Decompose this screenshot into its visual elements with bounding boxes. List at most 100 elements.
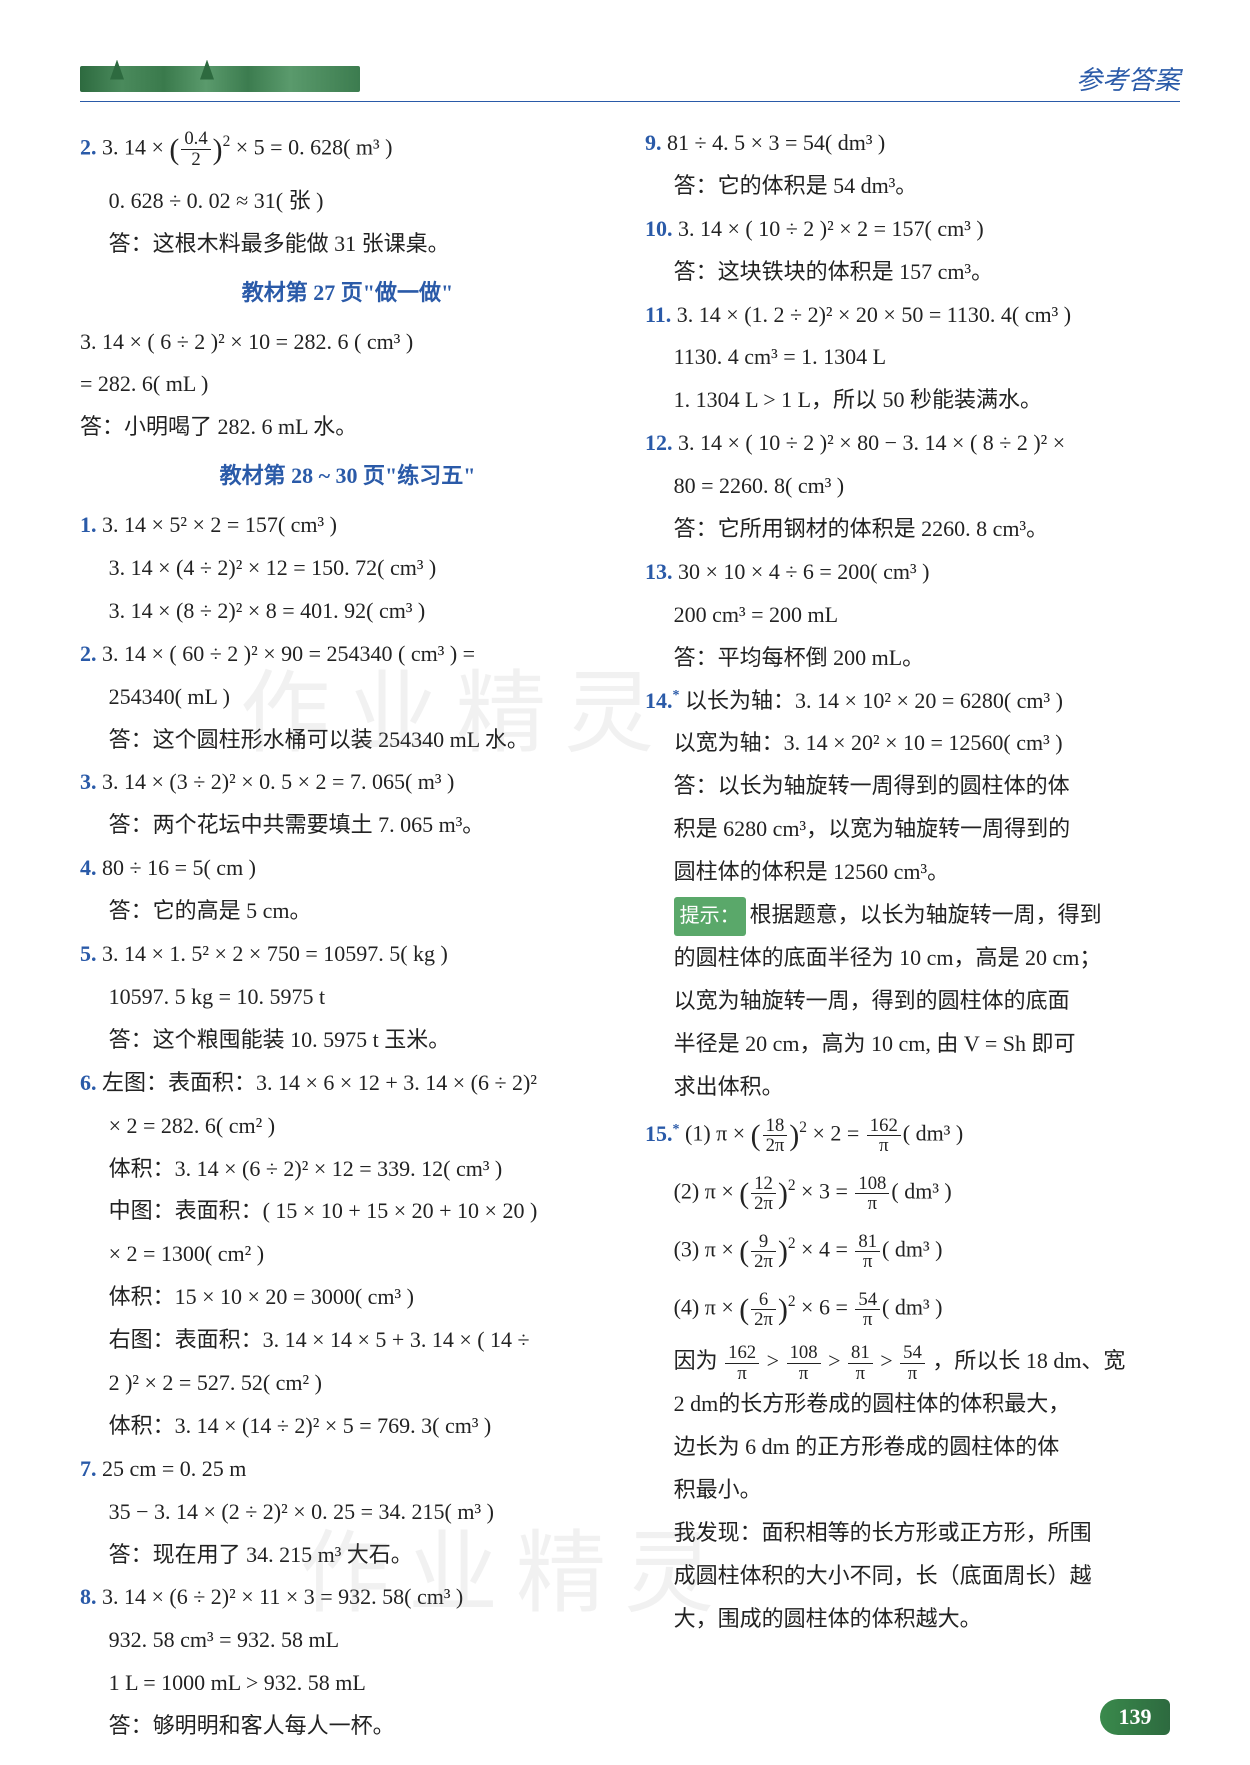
frac-bot: π [725,1364,759,1384]
q7-number: 7. [80,1456,97,1481]
frac-bot: π [867,1136,901,1156]
text: 3. 14 × 5² × 2 = 157( cm³ ) [102,512,337,537]
text: × 2 = [807,1121,865,1146]
q11-l2: 1130. 4 cm³ = 1. 1304 L [645,336,1180,379]
text: ( dm³ ) [891,1179,951,1204]
frac-top: 54 [855,1290,880,1311]
q2b-l2: 254340( mL ) [80,676,615,719]
q11-number: 11. [645,302,671,327]
hint-badge: 提示： [674,897,746,936]
q5-number: 5. [80,941,97,966]
q15-l12: 大，围成的圆柱体的体积越大。 [645,1598,1180,1641]
q6-l1: 6. 左图：表面积：3. 14 × 6 × 12 + 3. 14 × (6 ÷ … [80,1062,615,1105]
q7-l1: 7. 25 cm = 0. 25 m [80,1448,615,1491]
q7-ans: 答：现在用了 34. 215 m³ 大石。 [80,1534,615,1577]
text: 3. 14 × [102,135,169,160]
text: ，所以长 18 dm、宽 [932,1348,1125,1373]
q9-ans: 答：它的体积是 54 dm³。 [645,165,1180,208]
q8-l2: 932. 58 cm³ = 932. 58 mL [80,1619,615,1662]
q8-number: 8. [80,1584,97,1609]
q12-l2: 80 = 2260. 8( cm³ ) [645,465,1180,508]
q15-l11: 成圆柱体积的大小不同，长（底面周长）越 [645,1555,1180,1598]
text: 3. 14 × ( 10 ÷ 2 )² × 2 = 157( cm³ ) [678,216,984,241]
frac-bot: 2π [763,1136,788,1156]
q13-ans: 答：平均每杯倒 200 mL。 [645,637,1180,680]
q4-l1: 4. 80 ÷ 16 = 5( cm ) [80,847,615,890]
frac-bot: 2π [751,1310,776,1330]
q15-p2: (2) π × (122π)2 × 3 = 108π( dm³ ) [645,1166,1180,1224]
frac-top: 18 [763,1116,788,1137]
q5-ans: 答：这个粮囤能装 10. 5975 t 玉米。 [80,1019,615,1062]
q14-l3: 答：以长为轴旋转一周得到的圆柱体的体 [645,765,1180,808]
text: 3. 14 × ( 60 ÷ 2 )² × 90 = 254340 ( cm³ … [102,641,475,666]
frac-bot: 2π [751,1252,776,1272]
q10-l1: 10. 3. 14 × ( 10 ÷ 2 )² × 2 = 157( cm³ ) [645,208,1180,251]
frac-bot: 2 [181,150,210,170]
frac-bot: π [848,1364,873,1384]
frac-top: 81 [848,1343,873,1364]
q6-l4: 中图：表面积：( 15 × 10 + 15 × 20 + 10 × 20 ) [80,1190,615,1233]
q6-l5: × 2 = 1300( cm² ) [80,1233,615,1276]
q5-l1: 5. 3. 14 × 1. 5² × 2 × 750 = 10597. 5( k… [80,933,615,976]
q11-l3: 1. 1304 L > 1 L，所以 50 秒能装满水。 [645,379,1180,422]
q1-l2: 3. 14 × (4 ÷ 2)² × 12 = 150. 72( cm³ ) [80,547,615,590]
q8-l3: 1 L = 1000 mL > 932. 58 mL [80,1662,615,1705]
frac-bot: π [855,1194,889,1214]
frac-bot: π [900,1364,925,1384]
q14-h5: 求出体积。 [645,1066,1180,1109]
q12-ans: 答：它所用钢材的体积是 2260. 8 cm³。 [645,508,1180,551]
text: 因为 [674,1348,724,1373]
q4-number: 4. [80,855,97,880]
q3-l1: 3. 3. 14 × (3 ÷ 2)² × 0. 5 × 2 = 7. 065(… [80,761,615,804]
q1-number: 1. [80,512,97,537]
q6-l8: 2 )² × 2 = 527. 52( cm² ) [80,1362,615,1405]
q14-h3: 以宽为轴旋转一周，得到的圆柱体的底面 [645,980,1180,1023]
section-title-27: 教材第 27 页"做一做" [80,272,615,315]
q12-number: 12. [645,430,673,455]
q2-number: 2. [80,135,97,160]
q5-l2: 10597. 5 kg = 10. 5975 t [80,976,615,1019]
q11-l1: 11. 3. 14 × (1. 2 ÷ 2)² × 20 × 50 = 1130… [645,294,1180,337]
frac-bot: π [787,1364,821,1384]
q2-answer: 答：这根木料最多能做 31 张课桌。 [80,223,615,266]
text: ( dm³ ) [882,1237,942,1262]
q6-l6: 体积：15 × 10 × 20 = 3000( cm³ ) [80,1276,615,1319]
frac-bot: π [855,1310,880,1330]
left-column: 2. 3. 14 × (0.42)2 × 5 = 0. 628( m³ ) 0.… [80,122,615,1748]
q14-l1: 14. 以长为轴：3. 14 × 10² × 20 = 6280( cm³ ) [645,680,1180,723]
page-number-badge: 139 [1100,1699,1170,1735]
q14-l5: 圆柱体的体积是 12560 cm³。 [645,851,1180,894]
q14-l2: 以宽为轴：3. 14 × 20² × 10 = 12560( cm³ ) [645,722,1180,765]
q15-number: 15. [645,1121,680,1146]
text: > [828,1348,846,1373]
frac-top: 162 [867,1116,901,1137]
text: ( dm³ ) [903,1121,963,1146]
q8-l1: 8. 3. 14 × (6 ÷ 2)² × 11 × 3 = 932. 58( … [80,1576,615,1619]
q15-l8: 边长为 6 dm 的正方形卷成的圆柱体的体 [645,1426,1180,1469]
frac-bot: 2π [751,1194,776,1214]
right-column: 9. 81 ÷ 4. 5 × 3 = 54( dm³ ) 答：它的体积是 54 … [645,122,1180,1748]
q15-l9: 积最小。 [645,1469,1180,1512]
q10-ans: 答：这块铁块的体积是 157 cm³。 [645,251,1180,294]
q15-p4: (4) π × (62π)2 × 6 = 54π( dm³ ) [645,1282,1180,1340]
q13-number: 13. [645,559,673,584]
s27-l1: 3. 14 × ( 6 ÷ 2 )² × 10 = 282. 6 ( cm³ ) [80,321,615,364]
header-bar: 参考答案 [80,60,1180,102]
content-columns: 2. 3. 14 × (0.42)2 × 5 = 0. 628( m³ ) 0.… [80,122,1180,1748]
q4-ans: 答：它的高是 5 cm。 [80,890,615,933]
text: × 5 = 0. 628( m³ ) [230,135,392,160]
q3-number: 3. [80,769,97,794]
q12-l1: 12. 3. 14 × ( 10 ÷ 2 )² × 80 − 3. 14 × (… [645,422,1180,465]
header-title: 参考答案 [1076,60,1180,97]
frac-top: 6 [751,1290,776,1311]
q14-h4: 半径是 20 cm，高为 10 cm, 由 V = Sh 即可 [645,1023,1180,1066]
frac-top: 108 [787,1343,821,1364]
text: 根据题意，以长为轴旋转一周，得到 [750,902,1102,927]
text: (4) π × [674,1295,740,1320]
text: > [767,1348,785,1373]
text: (2) π × [674,1179,740,1204]
text: 3. 14 × ( 10 ÷ 2 )² × 80 − 3. 14 × ( 8 ÷… [678,430,1065,455]
frac-top: 108 [855,1174,889,1195]
frac-top: 81 [855,1232,880,1253]
text: 81 ÷ 4. 5 × 3 = 54( dm³ ) [667,130,885,155]
